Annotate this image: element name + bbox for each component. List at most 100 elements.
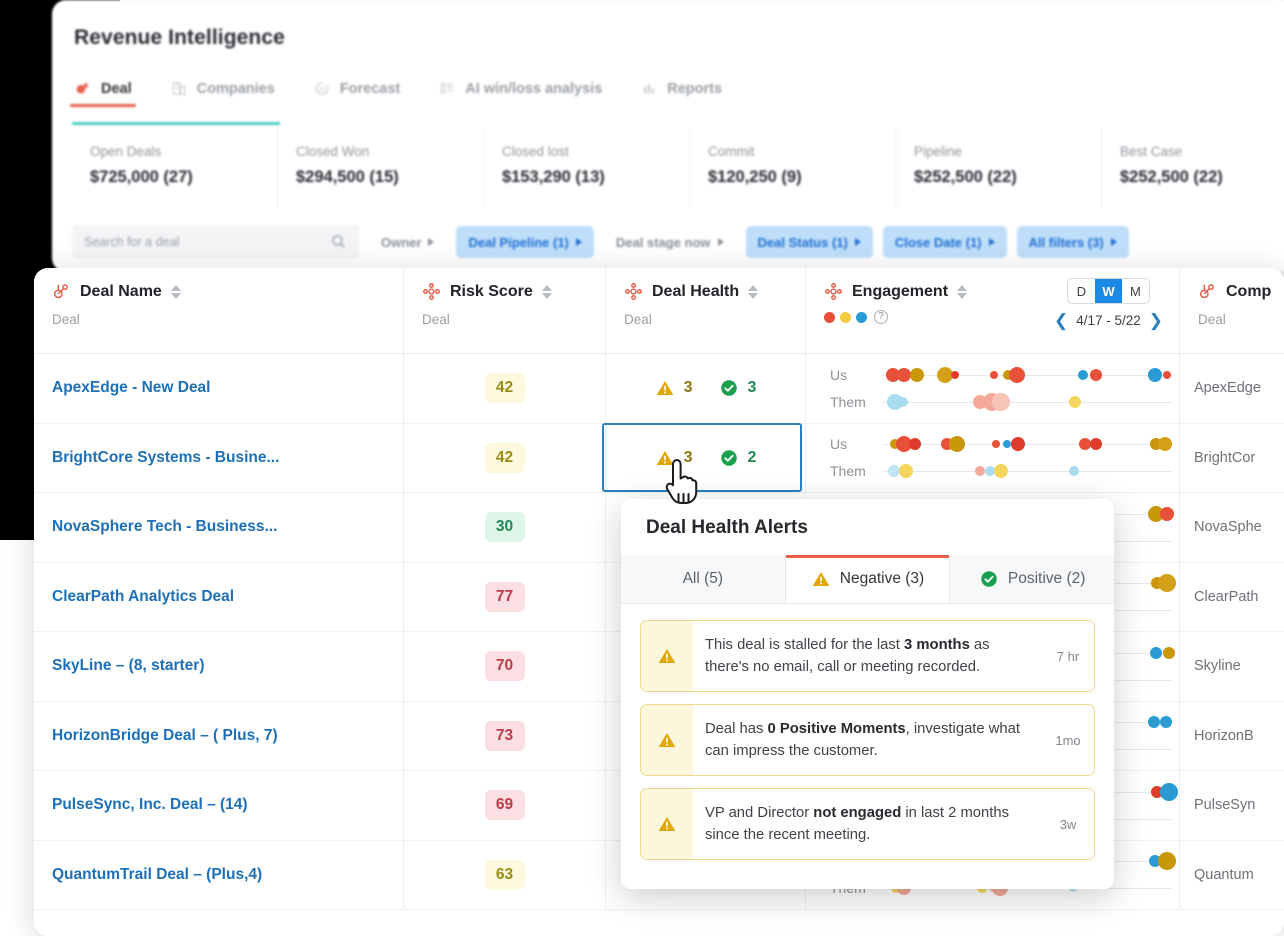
cell-risk-score[interactable]: 70 [404,632,606,701]
popup-tab-positive[interactable]: Positive (2) [950,555,1114,603]
warning-icon [658,733,676,747]
cell-company[interactable]: ClearPath [1180,563,1284,632]
kpi-card-closed-won[interactable]: Closed Won $294,500 (15) [278,128,484,208]
kpi-card-open-deals[interactable]: Open Deals $725,000 (27) [72,128,278,208]
cell-deal-name[interactable]: SkyLine – (8, starter) [34,632,404,701]
kpi-label: Best Case [1120,144,1183,159]
risk-score-badge: 69 [484,790,525,821]
search-icon[interactable] [330,233,347,250]
search-input[interactable]: Search for a deal [72,225,359,259]
tab-companies[interactable]: Companies [166,76,279,111]
cell-company[interactable]: Skyline [1180,632,1284,701]
cell-company[interactable]: NovaSphe [1180,493,1284,562]
popup-tab-all[interactable]: All (5) [621,555,786,603]
column-header-company[interactable]: Comp Deal [1180,268,1284,353]
chevron-right-icon [428,238,435,246]
warning-icon [656,381,673,396]
cell-deal-name[interactable]: BrightCore Systems - Busine... [34,423,404,492]
filter-deal-pipeline[interactable]: Deal Pipeline (1) [456,226,594,258]
timescale-option-w[interactable]: W [1094,279,1122,303]
cell-deal-name[interactable]: ClearPath Analytics Deal [34,562,404,631]
tab-ai-win-loss-analysis[interactable]: AI win/loss analysis [434,76,606,111]
deal-name-link[interactable]: ClearPath Analytics Deal [52,587,235,605]
kpi-card-closed-lost[interactable]: Closed lost $153,290 (13) [484,128,690,208]
column-header-risk-score[interactable]: Risk Score Deal [404,268,606,353]
cell-risk-score[interactable]: 73 [404,701,606,770]
kpi-label: Closed lost [502,144,569,159]
timescale-option-d[interactable]: D [1076,283,1087,299]
popup-tab-label: Negative (3) [839,570,925,587]
deal-health-negative[interactable]: 3 [655,378,693,398]
alert-item[interactable]: This deal is stalled for the last 3 mont… [640,620,1095,692]
help-icon[interactable]: ? [874,310,888,324]
tab-forecast[interactable]: 30 Forecast [309,76,404,111]
engagement-bubble [992,440,1000,449]
deal-name-link[interactable]: HorizonBridge Deal – ( Plus, 7) [52,726,278,744]
filter-deal-stage-now[interactable]: Deal stage now [604,226,736,258]
filter-close-date[interactable]: Close Date (1) [882,226,1007,258]
company-name: HorizonB [1194,727,1254,744]
cell-risk-score[interactable]: 77 [404,562,606,631]
sort-toggle[interactable] [957,284,968,299]
deal-name-link[interactable]: PulseSync, Inc. Deal – (14) [52,796,248,814]
cell-deal-name[interactable]: NovaSphere Tech - Business... [34,493,404,562]
filter-deal-status[interactable]: Deal Status (1) [745,226,873,258]
cell-company[interactable]: Quantum [1180,841,1284,910]
chevron-left-icon[interactable]: ❮ [1053,311,1069,330]
timescale-option-m[interactable]: M [1130,283,1141,299]
column-header-deal-name[interactable]: Deal Name Deal [34,268,404,353]
cell-company[interactable]: HorizonB [1180,702,1284,771]
cell-engagement[interactable]: Us Them [806,423,1180,492]
deal-name-link[interactable]: QuantumTrail Deal – (Plus,4) [52,865,263,883]
engagement-bubble [985,466,995,477]
cell-risk-score[interactable]: 42 [404,423,606,492]
cell-risk-score[interactable]: 30 [404,493,606,562]
deal-name-link[interactable]: ApexEdge - New Deal [52,379,211,397]
cell-deal-name[interactable]: QuantumTrail Deal – (Plus,4) [34,840,404,909]
deal-health-positive[interactable]: 3 [719,378,756,398]
deal-name-link[interactable]: SkyLine – (8, starter) [52,657,205,675]
kpi-card-commit[interactable]: Commit $120,250 (9) [690,128,896,208]
deal-health-negative[interactable]: 3 [655,448,693,468]
tab-deal[interactable]: Deal [70,76,136,111]
sort-toggle[interactable] [170,284,181,299]
tab-reports[interactable]: Reports [636,76,726,111]
cell-deal-name[interactable]: ApexEdge - New Deal [34,354,404,423]
filter-owner[interactable]: Owner [369,226,446,258]
table-row[interactable]: BrightCore Systems - Busine... 42 3 2 Us Them… [34,423,1284,493]
kpi-card-pipeline[interactable]: Pipeline $252,500 (22) [896,128,1102,208]
alert-item[interactable]: Deal has 0 Positive Moments, investigate… [640,704,1095,776]
sort-toggle[interactable] [541,284,552,299]
cell-company[interactable]: BrightCor [1180,424,1284,493]
engagement-track-us [882,433,1172,455]
cell-risk-score[interactable]: 63 [404,840,606,909]
filter-label: Close Date (1) [894,234,982,250]
filter-bar: Search for a deal Owner Deal Pipeline (1… [72,220,1284,264]
cell-deal-name[interactable]: HorizonBridge Deal – ( Plus, 7) [34,701,404,770]
search-placeholder: Search for a deal [84,235,180,249]
sprocket-icon [625,283,642,300]
kpi-card-best-case[interactable]: Best Case $252,500 (22) [1102,128,1284,208]
popup-tab-negative[interactable]: Negative (3) [785,555,951,603]
sort-toggle[interactable] [748,284,759,299]
column-header-deal-health[interactable]: Deal Health Deal [606,268,806,353]
cell-company[interactable]: PulseSyn [1180,771,1284,840]
alert-item[interactable]: VP and Director not engaged in last 2 mo… [640,788,1095,860]
cell-company[interactable]: ApexEdge [1180,354,1284,423]
cell-risk-score[interactable]: 69 [404,771,606,840]
table-row[interactable]: ApexEdge - New Deal 42 3 3 Us Them ApexEdge [34,354,1284,424]
deal-name-link[interactable]: NovaSphere Tech - Business... [52,518,278,536]
column-subtitle: Deal [422,312,450,327]
column-header-engagement[interactable]: Engagement ? D W M ❮ 4/17 - 5/22 ❯ [806,268,1180,353]
cell-engagement[interactable]: Us Them [806,354,1180,423]
timescale-segmented[interactable]: D W M [1066,278,1150,304]
filter-all-filters[interactable]: All filters (3) [1016,226,1129,258]
cell-risk-score[interactable]: 42 [404,354,606,423]
cell-deal-name[interactable]: PulseSync, Inc. Deal – (14) [34,771,404,840]
engagement-bubble [951,370,959,379]
deal-name-link[interactable]: BrightCore Systems - Busine... [52,448,280,466]
deal-health-positive[interactable]: 2 [719,448,756,468]
chevron-right-icon[interactable]: ❯ [1148,311,1163,330]
